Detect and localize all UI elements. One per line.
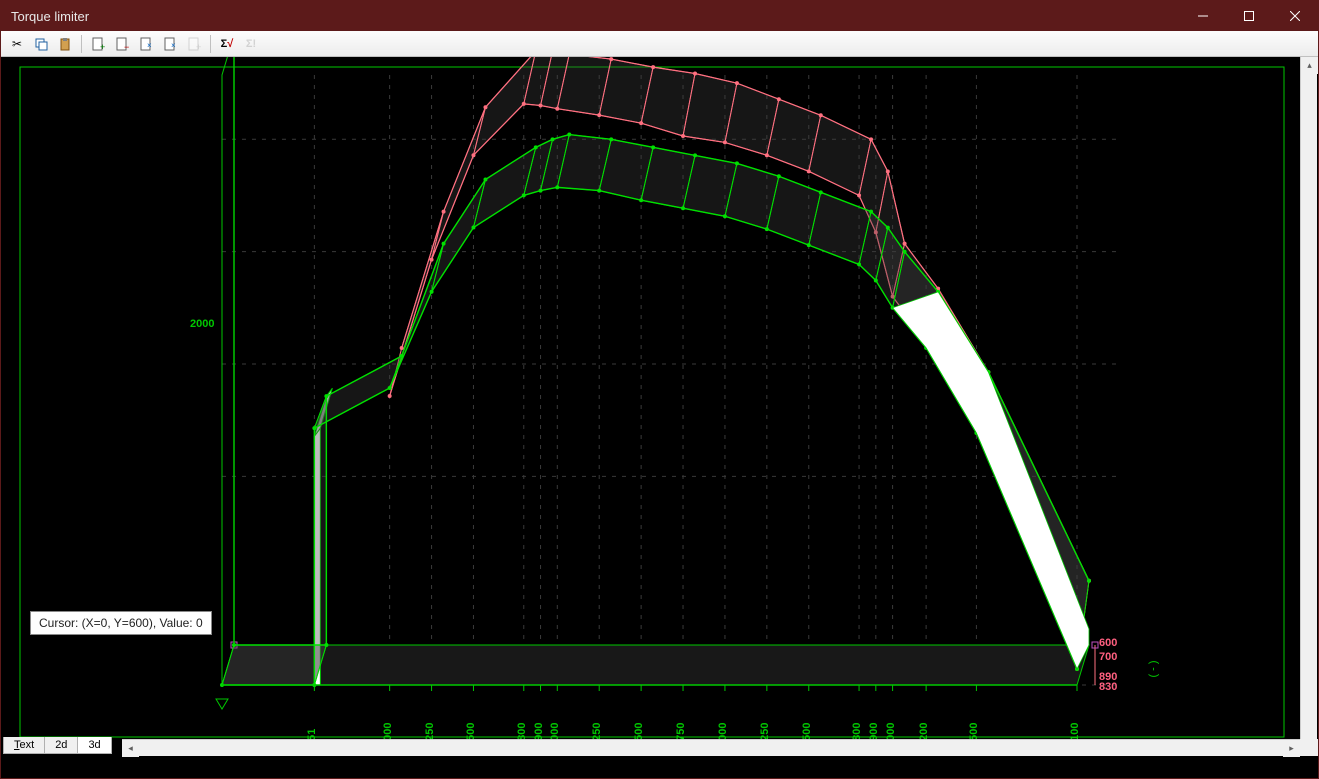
sigma-excl-icon: Σ! [246,38,256,50]
toolbar-separator [81,35,82,53]
title-bar[interactable]: Torque limiter [1,1,1318,31]
y-tick-label: 2000 [190,318,214,330]
sheet-x-button-2[interactable]: × [160,34,180,54]
paste-icon [58,37,72,51]
tab-3d[interactable]: 3d [77,737,111,754]
plot-area[interactable]: Cursor: (X=0, Y=600), Value: 0 551100012… [2,57,1300,739]
svg-text:×: × [171,41,176,50]
sheet-plus-disabled-button: + [184,34,204,54]
sheet-x2-icon: × [163,37,177,51]
sigma-check-icon: Σ√ [221,38,234,50]
sheet-x-button-1[interactable]: × [136,34,156,54]
tab-text[interactable]: Text [3,737,45,754]
sigma-excl-button: Σ! [241,34,261,54]
sheet-x-icon: × [139,37,153,51]
sheet-plus-dis-icon: + [187,37,201,51]
z-axis-label: ( - ) [1148,660,1160,677]
scroll-left-arrow[interactable]: ◂ [122,740,139,757]
cursor-tooltip: Cursor: (X=0, Y=600), Value: 0 [30,611,212,635]
maximize-button[interactable] [1226,1,1272,31]
toolbar-separator [210,35,211,53]
z-tick-label: 830 [1099,681,1117,693]
window-controls [1180,1,1318,31]
svg-text:+: + [196,42,201,51]
z-tick-label: 600 [1099,637,1117,649]
paste-button[interactable] [55,34,75,54]
horizontal-scrollbar[interactable]: ◂ ▸ [122,739,1300,756]
toolbar: ✂ + − × × + Σ√ Σ! [1,31,1318,57]
remove-sheet-button[interactable]: − [112,34,132,54]
view-tabs: Text 2d 3d [3,735,111,755]
z-tick-label: 700 [1099,651,1117,663]
add-sheet-button[interactable]: + [88,34,108,54]
sheet-plus-icon: + [91,37,105,51]
scroll-right-arrow[interactable]: ▸ [1283,740,1300,757]
scroll-up-arrow[interactable]: ▴ [1301,57,1318,74]
minimize-button[interactable] [1180,1,1226,31]
close-button[interactable] [1272,1,1318,31]
svg-text:×: × [147,41,152,50]
copy-button[interactable] [31,34,51,54]
sigma-check-button[interactable]: Σ√ [217,34,237,54]
svg-text:+: + [100,42,105,51]
scroll-corner [1300,739,1317,756]
copy-icon [34,37,48,51]
plot-container: Cursor: (X=0, Y=600), Value: 0 551100012… [2,57,1317,756]
scissors-icon: ✂ [12,37,22,51]
cut-button[interactable]: ✂ [7,34,27,54]
window-title: Torque limiter [11,9,89,24]
app-window: Torque limiter ✂ + − × [0,0,1319,779]
svg-text:−: − [124,42,129,51]
tab-2d[interactable]: 2d [44,737,78,754]
vertical-scrollbar[interactable]: ▴ ▾ [1300,57,1317,756]
sheet-minus-icon: − [115,37,129,51]
